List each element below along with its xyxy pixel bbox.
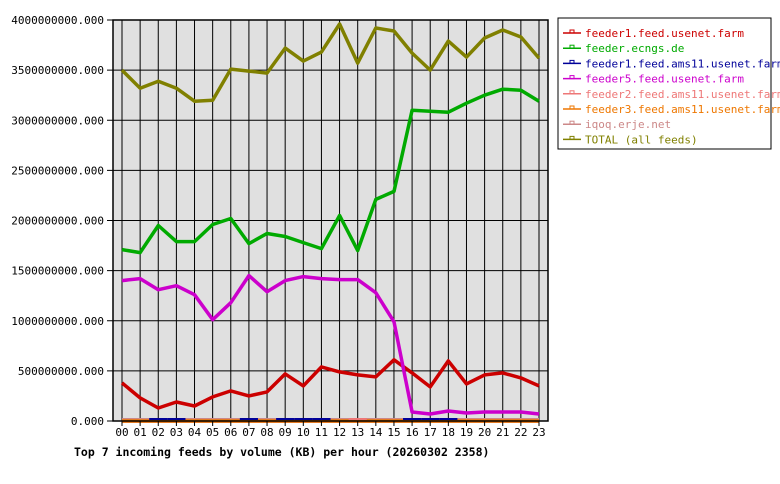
- legend-label: TOTAL (all feeds): [585, 133, 698, 146]
- y-tick-label: 4000000000.000: [11, 14, 104, 27]
- x-tick-label: 21: [496, 426, 509, 439]
- x-tick-label: 13: [351, 426, 364, 439]
- x-tick-label: 11: [315, 426, 328, 439]
- x-tick-label: 01: [134, 426, 147, 439]
- legend-item: feeder2.feed.ams11.usenet.farm: [563, 88, 780, 101]
- x-tick-label: 23: [532, 426, 545, 439]
- legend-item: feeder1.feed.usenet.farm: [563, 27, 744, 40]
- legend-label: feeder1.feed.ams11.usenet.farm: [585, 57, 780, 70]
- legend-item: feeder5.feed.usenet.farm: [563, 73, 744, 86]
- x-tick-label: 14: [369, 426, 383, 439]
- x-tick-label: 07: [242, 426, 255, 439]
- legend-item: feeder1.feed.ams11.usenet.farm: [563, 57, 780, 70]
- x-tick-label: 10: [297, 426, 310, 439]
- x-tick-label: 09: [279, 426, 292, 439]
- x-tick-label: 04: [188, 426, 202, 439]
- legend-label: feeder3.feed.ams11.usenet.farm: [585, 103, 780, 116]
- legend-box: [557, 17, 772, 150]
- x-tick-label: 02: [152, 426, 165, 439]
- series-line-feeder1-feed-usenet-farm: [120, 358, 540, 410]
- x-tick-label: 08: [260, 426, 273, 439]
- x-tick-label: 06: [224, 426, 237, 439]
- x-tick-label: 18: [442, 426, 455, 439]
- y-tick-label: 3000000000.000: [11, 114, 104, 127]
- y-axis-ticks: 0.000 500000000.000 1000000000.000 15000000…: [11, 14, 113, 428]
- legend-label: feeder1.feed.usenet.farm: [585, 27, 744, 40]
- x-axis-ticks: 00 01 02 03 04 05 06 07 08 09 10 11 12 13 14 15 16 17 18 19…: [115, 421, 546, 439]
- x-tick-label: 17: [424, 426, 437, 439]
- series-line-feeder-ecngs-de: [121, 87, 540, 255]
- y-tick-label: 2000000000.000: [11, 215, 104, 228]
- y-tick-label: 1000000000.000: [11, 315, 104, 328]
- y-tick-label: 0.000: [71, 415, 104, 428]
- x-tick-label: 00: [115, 426, 128, 439]
- series-line-total-all-feeds-: [120, 22, 541, 103]
- x-tick-label: 03: [170, 426, 183, 439]
- x-tick-label: 20: [478, 426, 491, 439]
- legend-item: feeder.ecngs.de: [563, 42, 684, 55]
- legend-label: feeder5.feed.usenet.farm: [585, 73, 744, 86]
- legend-item: TOTAL (all feeds): [563, 133, 698, 146]
- legend: feeder1.feed.usenet.farm feeder.ecngs.de f…: [557, 17, 780, 150]
- legend-label: feeder2.feed.ams11.usenet.farm: [585, 88, 780, 101]
- legend-label: feeder.ecngs.de: [585, 42, 684, 55]
- x-tick-label: 05: [206, 426, 219, 439]
- legend-label: iqoq.erje.net: [585, 118, 671, 131]
- legend-item: feeder3.feed.ams11.usenet.farm: [563, 103, 780, 116]
- legend-item: iqoq.erje.net: [563, 118, 671, 131]
- x-tick-label: 15: [387, 426, 400, 439]
- x-tick-label: 16: [405, 426, 418, 439]
- series-line-feeder5-feed-usenet-farm: [121, 273, 540, 416]
- x-tick-label: 22: [514, 426, 527, 439]
- y-tick-label: 2500000000.000: [11, 164, 104, 177]
- y-tick-label: 500000000.000: [18, 365, 104, 378]
- chart-title: Top 7 incoming feeds by volume (KB) per …: [74, 445, 489, 459]
- x-tick-label: 19: [460, 426, 473, 439]
- y-tick-label: 1500000000.000: [11, 265, 104, 278]
- x-tick-label: 12: [333, 426, 346, 439]
- y-tick-label: 3500000000.000: [11, 64, 104, 77]
